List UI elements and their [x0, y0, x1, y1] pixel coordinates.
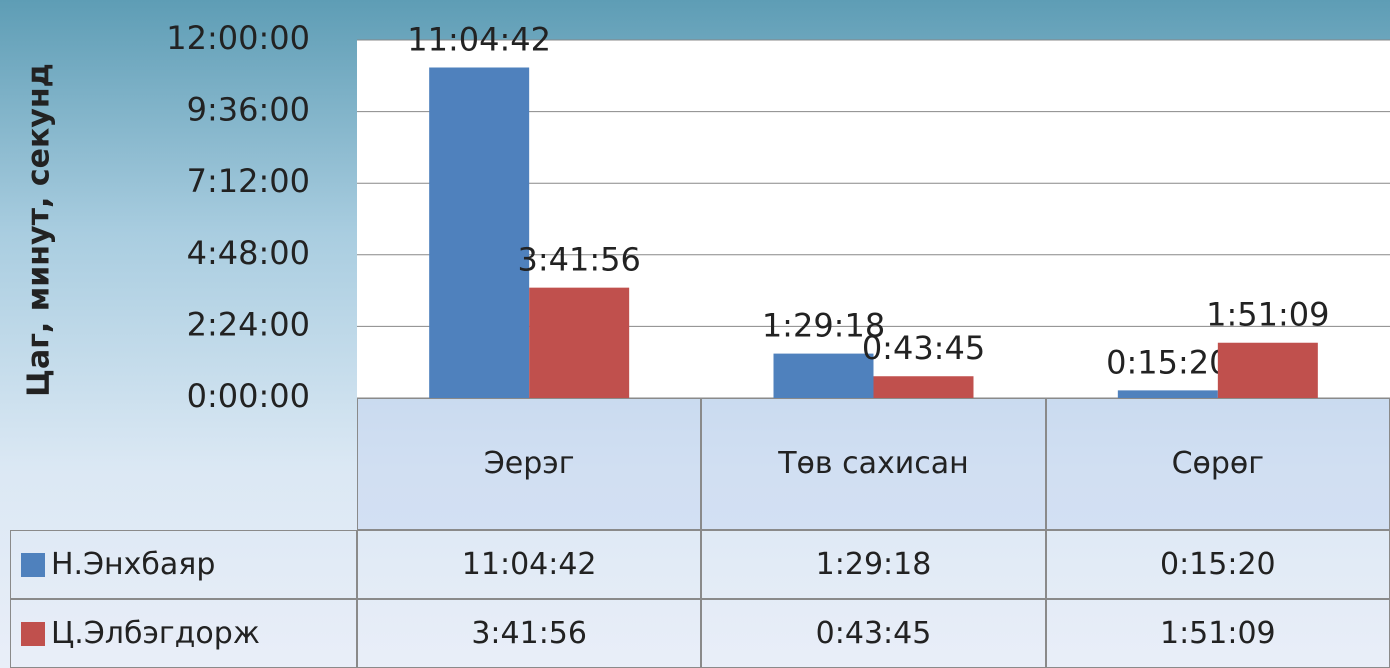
legend-label: Н.Энхбаяр [51, 546, 216, 582]
y-tick-label: 7:12:00 [187, 162, 310, 200]
table-value: 11:04:42 [357, 530, 702, 599]
data-label: 1:51:09 [1206, 296, 1329, 334]
y-axis-label: Цаг, минут, секунд [22, 63, 57, 397]
category-cell: Төв сахисан [701, 398, 1046, 530]
table-value: 0:15:20 [1045, 530, 1390, 599]
bar [529, 287, 630, 398]
y-tick-label: 12:00:00 [166, 19, 310, 57]
legend-swatch [21, 552, 45, 577]
legend-label: Ц.Элбэгдорж [51, 615, 260, 651]
table-value: 3:41:56 [357, 599, 702, 668]
bar [773, 353, 874, 398]
y-tick-label: 0:00:00 [187, 377, 310, 415]
category-cell: Эерэг [357, 398, 702, 530]
y-tick-label: 9:36:00 [187, 91, 310, 129]
table-value: 1:29:18 [701, 530, 1046, 599]
table-value: 0:43:45 [701, 599, 1046, 668]
bar [873, 376, 974, 398]
table-value: 1:51:09 [1045, 599, 1390, 668]
data-label: 1:29:18 [762, 307, 885, 345]
category-cell: Сөрөг [1045, 398, 1390, 530]
bar [1217, 342, 1318, 398]
bar [1117, 390, 1218, 398]
data-label: 0:15:20 [1106, 343, 1229, 381]
legend-cell: Н.Энхбаяр [10, 530, 357, 599]
y-tick-label: 4:48:00 [187, 234, 310, 272]
bar [429, 67, 530, 398]
legend-cell: Ц.Элбэгдорж [10, 599, 357, 668]
y-tick-label: 2:24:00 [187, 305, 310, 343]
data-label: 3:41:56 [517, 241, 640, 279]
data-label: 11:04:42 [407, 20, 551, 58]
data-label: 0:43:45 [862, 329, 985, 367]
legend-swatch [21, 621, 45, 646]
